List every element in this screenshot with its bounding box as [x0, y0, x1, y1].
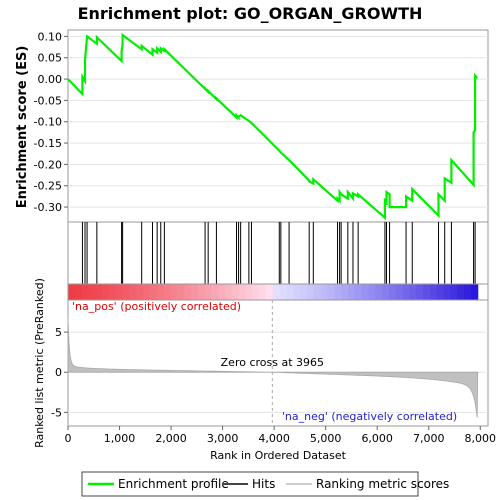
- legend-hits-label: Hits: [252, 477, 275, 491]
- metric-panel-frame: [67, 299, 489, 427]
- heatmap-cell: [361, 284, 370, 300]
- heatmap-cell: [457, 284, 465, 300]
- heatmap-cell: [156, 284, 165, 300]
- x-tick-label: 5,000: [310, 432, 342, 445]
- heatmap-cell: [409, 284, 417, 300]
- es-tick-label: 0.05: [38, 52, 63, 65]
- zero-cross-label: Zero cross at 3965: [221, 356, 324, 369]
- heatmap-cell: [382, 284, 390, 300]
- ranking-metric-area: [67, 318, 479, 418]
- hits-panel-frame: [67, 221, 489, 285]
- heatmap-cell: [354, 284, 363, 300]
- x-tick-label: 2,000: [155, 432, 187, 445]
- heatmap-cell: [115, 284, 124, 300]
- heatmap-cell: [259, 284, 267, 300]
- heatmap-cell: [423, 284, 431, 300]
- heatmap-cell: [74, 284, 83, 300]
- heatmap-cell: [300, 284, 308, 300]
- x-tick-label: 7,000: [413, 432, 445, 445]
- heatmap-cell: [286, 284, 294, 300]
- heatmap-cell: [149, 284, 158, 300]
- heatmap-cell: [170, 284, 178, 300]
- es-panel-frame: [67, 29, 489, 223]
- x-tick-label: 1,000: [104, 432, 136, 445]
- legend-box: [81, 471, 419, 497]
- es-tick-label: -0.25: [34, 180, 62, 193]
- heatmap-cell: [231, 284, 240, 300]
- heatmap-cell: [143, 284, 151, 300]
- heatmap-cell: [81, 284, 90, 300]
- heatmap-cell: [197, 284, 206, 300]
- es-tick-label: -0.20: [34, 158, 62, 171]
- heatmap-cell: [102, 284, 110, 300]
- x-tick-label: 8,000: [465, 432, 497, 445]
- heatmap-cell: [211, 284, 219, 300]
- heatmap-cell: [225, 284, 233, 300]
- heatmap-cell: [402, 284, 411, 300]
- x-tick-label: 3,000: [207, 432, 239, 445]
- heatmap-cell: [368, 284, 376, 300]
- heatmap-cell: [429, 284, 438, 300]
- x-tick-label: 6,000: [361, 432, 393, 445]
- heatmap-cell: [68, 284, 76, 300]
- heatmap-cell: [450, 284, 458, 300]
- metric-tick-label: 5: [55, 326, 62, 339]
- heatmap-cell: [313, 284, 322, 300]
- metric-tick-label: -5: [51, 406, 62, 419]
- metric-tick-label: 0: [55, 366, 62, 379]
- heatmap-cell: [88, 284, 96, 300]
- heatmap-cell: [320, 284, 329, 300]
- heatmap-cell: [470, 284, 479, 300]
- heatmap-cell: [306, 284, 315, 300]
- chart-title: Enrichment plot: GO_ORGAN_GROWTH: [78, 4, 423, 23]
- na-pos-label: 'na_pos' (positively correlated): [72, 300, 241, 313]
- heatmap-cell: [245, 284, 253, 300]
- heatmap-cell: [163, 284, 172, 300]
- heatmap-cell: [95, 284, 103, 300]
- es-tick-label: 0.00: [38, 73, 63, 86]
- heatmap-cell: [190, 284, 199, 300]
- heatmap-cell: [218, 284, 226, 300]
- heatmap-cell: [395, 284, 404, 300]
- es-tick-label: -0.10: [34, 116, 62, 129]
- heatmap-cell: [108, 284, 117, 300]
- heatmap-cell: [184, 284, 192, 300]
- heatmap-cell: [177, 284, 185, 300]
- es-tick-label: 0.10: [38, 30, 63, 43]
- heatmap-cell: [443, 284, 451, 300]
- heatmap-cell: [204, 284, 212, 300]
- es-tick-label: -0.15: [34, 137, 62, 150]
- es-tick-label: -0.30: [34, 201, 62, 214]
- heatmap-cell: [266, 284, 274, 300]
- na-neg-label: 'na_neg' (negatively correlated): [282, 410, 457, 423]
- enrichment-profile-line: [67, 32, 479, 221]
- heatmap-cell: [279, 284, 288, 300]
- heatmap-cell: [252, 284, 260, 300]
- x-axis-label: Rank in Ordered Dataset: [210, 449, 347, 462]
- es-tick-label: -0.05: [34, 94, 62, 107]
- heatmap-cell: [272, 284, 281, 300]
- x-tick-label: 4,000: [258, 432, 290, 445]
- legend-profile-label: Enrichment profile: [118, 477, 229, 491]
- heatmap-cell: [293, 284, 301, 300]
- heatmap-cell: [122, 284, 131, 300]
- metric-axis-label: Ranked list metric (PreRanked): [33, 278, 46, 448]
- heatmap-cell: [136, 284, 144, 300]
- heatmap-cell: [129, 284, 137, 300]
- heatmap-cell: [334, 284, 342, 300]
- heatmap-cell: [341, 284, 349, 300]
- heatmap-cell: [347, 284, 356, 300]
- heatmap-cell: [238, 284, 247, 300]
- heatmap-cell: [375, 284, 383, 300]
- heatmap-cell: [388, 284, 397, 300]
- heatmap-cell: [327, 284, 335, 300]
- x-tick-label: 0: [65, 432, 72, 445]
- es-axis-label: Enrichment score (ES): [15, 46, 30, 209]
- heatmap-cell: [436, 284, 445, 300]
- heatmap-cell: [464, 284, 472, 300]
- legend-metric-label: Ranking metric scores: [316, 477, 449, 491]
- heatmap-cell: [416, 284, 424, 300]
